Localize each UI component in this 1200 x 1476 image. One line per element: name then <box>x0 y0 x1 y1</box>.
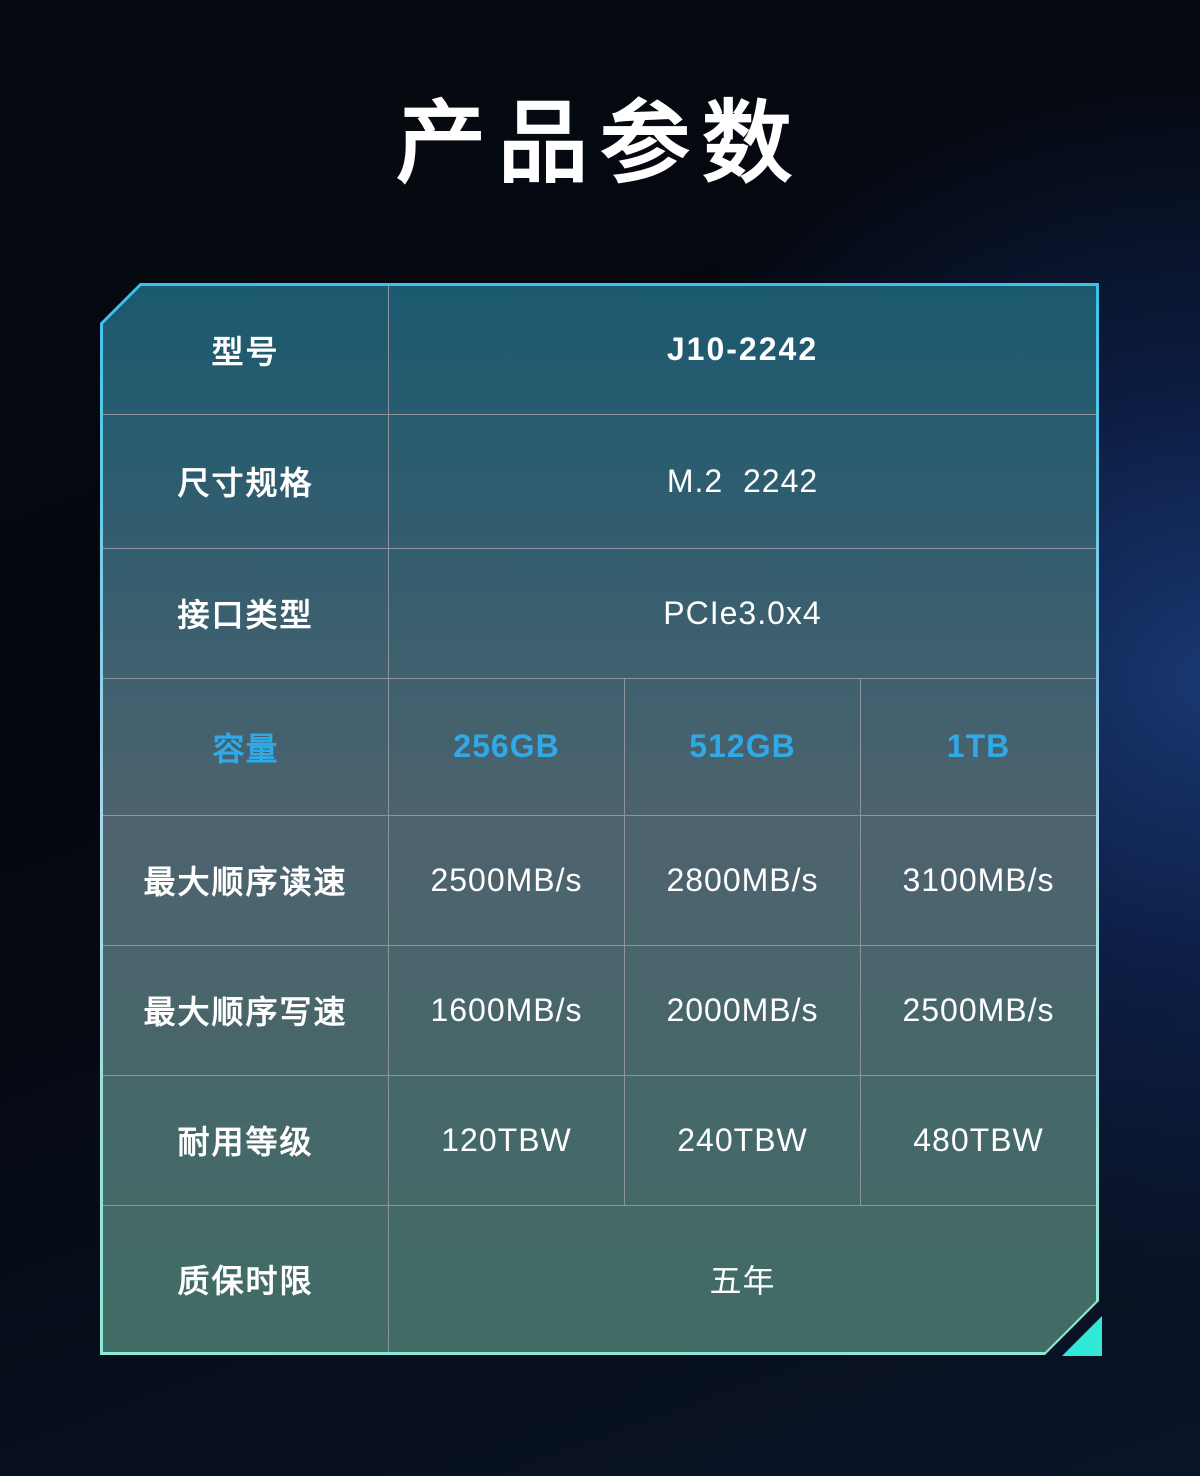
row-value-write-speed-1tb: 2500MB/s <box>860 946 1096 1076</box>
row-value-write-speed-256gb: 1600MB/s <box>388 946 624 1076</box>
row-label-read-speed: 最大顺序读速 <box>143 864 348 901</box>
row-value-read-speed-512gb: 2800MB/s <box>624 816 860 945</box>
table-row-interface: 接口类型 PCIe3.0x4 <box>103 548 1096 678</box>
table-frame: 型号 J10-2242 尺寸规格 M.2 2242 接口类型 PCIe3.0x4… <box>100 283 1099 1355</box>
table-body: 型号 J10-2242 尺寸规格 M.2 2242 接口类型 PCIe3.0x4… <box>103 286 1096 1352</box>
row-value-endurance-512gb: 240TBW <box>624 1076 860 1205</box>
table-row-warranty: 质保时限 五年 <box>103 1205 1096 1352</box>
table-row-form-factor: 尺寸规格 M.2 2242 <box>103 414 1096 548</box>
row-label-warranty: 质保时限 <box>177 1262 314 1299</box>
row-value-read-speed-256gb: 2500MB/s <box>388 816 624 945</box>
row-label-model: 型号 <box>211 333 280 370</box>
row-value-model: J10-2242 <box>388 286 1096 414</box>
row-value-capacity-1tb: 1TB <box>860 679 1096 815</box>
page-title: 产品参数 <box>396 94 804 194</box>
row-label-form-factor: 尺寸规格 <box>177 465 314 502</box>
table-row-endurance: 耐用等级 120TBW 240TBW 480TBW <box>103 1075 1096 1205</box>
row-value-endurance-1tb: 480TBW <box>860 1076 1096 1205</box>
table-row-write-speed: 最大顺序写速 1600MB/s 2000MB/s 2500MB/s <box>103 945 1096 1076</box>
row-label-interface: 接口类型 <box>177 597 314 634</box>
row-value-endurance-256gb: 120TBW <box>388 1076 624 1205</box>
spec-table: 型号 J10-2242 尺寸规格 M.2 2242 接口类型 PCIe3.0x4… <box>100 283 1102 1356</box>
row-value-capacity-256gb: 256GB <box>388 679 624 815</box>
row-label-write-speed: 最大顺序写速 <box>143 994 348 1031</box>
table-row-capacity: 容量 256GB 512GB 1TB <box>103 678 1096 815</box>
row-label-capacity: 容量 <box>212 730 279 767</box>
row-value-warranty: 五年 <box>388 1206 1096 1352</box>
row-value-read-speed-1tb: 3100MB/s <box>860 816 1096 945</box>
row-value-interface: PCIe3.0x4 <box>388 549 1096 678</box>
row-value-capacity-512gb: 512GB <box>624 679 860 815</box>
row-value-write-speed-512gb: 2000MB/s <box>624 946 860 1076</box>
row-label-endurance: 耐用等级 <box>177 1124 314 1161</box>
row-value-form-factor: M.2 2242 <box>388 415 1096 548</box>
table-row-read-speed: 最大顺序读速 2500MB/s 2800MB/s 3100MB/s <box>103 815 1096 945</box>
table-row-model: 型号 J10-2242 <box>103 286 1096 414</box>
